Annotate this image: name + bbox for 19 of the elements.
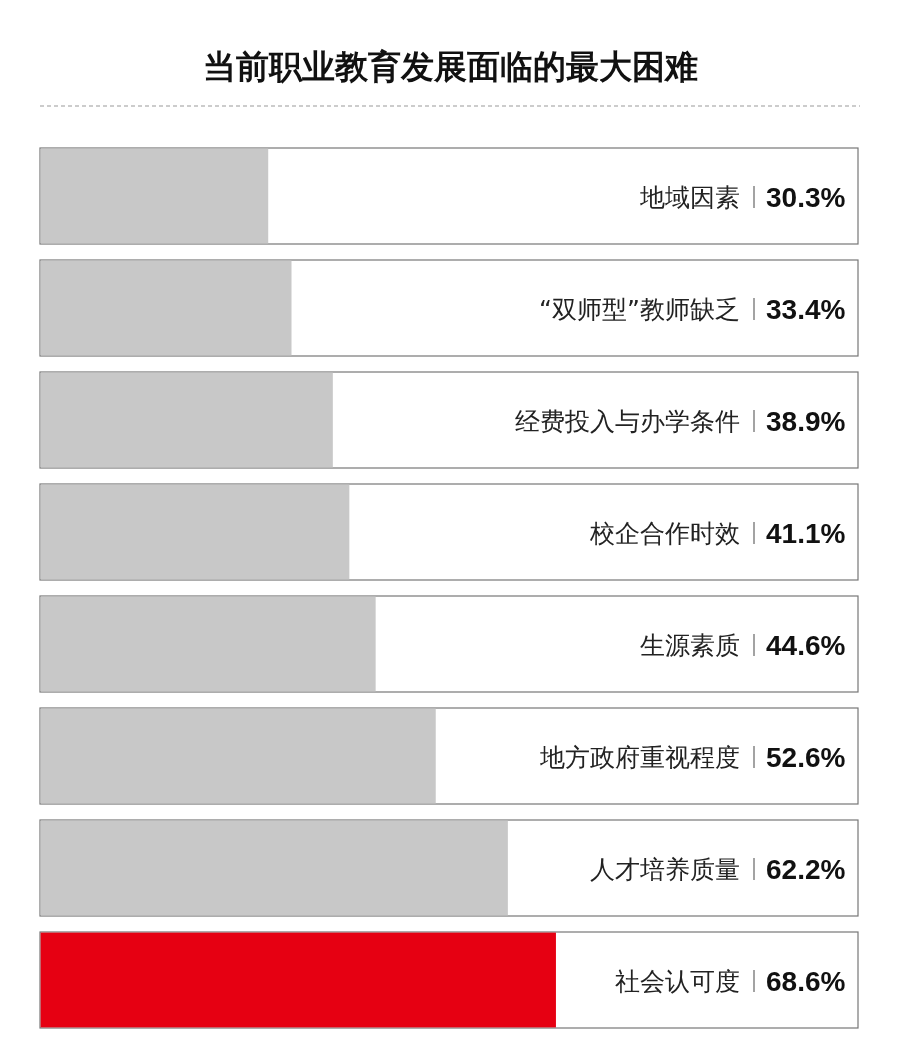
y-tick-label: 社会认可度: [615, 967, 740, 996]
bar: [40, 148, 269, 244]
data-label: 41.1%: [766, 518, 846, 549]
y-tick-label: 地方政府重视程度: [539, 743, 740, 772]
y-tick-label: “双师型”教师缺乏: [539, 295, 740, 324]
y-tick-label: 地域因素: [639, 183, 740, 212]
y-tick-label: 校企合作时效: [589, 519, 740, 548]
data-label: 62.2%: [766, 854, 846, 885]
bar: [40, 260, 292, 356]
y-tick-label: 生源素质: [640, 631, 740, 660]
y-tick-label: 经费投入与办学条件: [515, 407, 740, 436]
chart-title: 当前职业教育发展面临的最大困难: [202, 47, 698, 86]
data-label: 44.6%: [766, 630, 846, 661]
data-label: 33.4%: [766, 294, 846, 325]
data-label: 68.6%: [766, 966, 846, 997]
data-label: 52.6%: [766, 742, 846, 773]
y-tick-label: 人才培养质量: [590, 855, 740, 884]
data-label: 30.3%: [766, 182, 846, 213]
data-label: 38.9%: [766, 406, 846, 437]
